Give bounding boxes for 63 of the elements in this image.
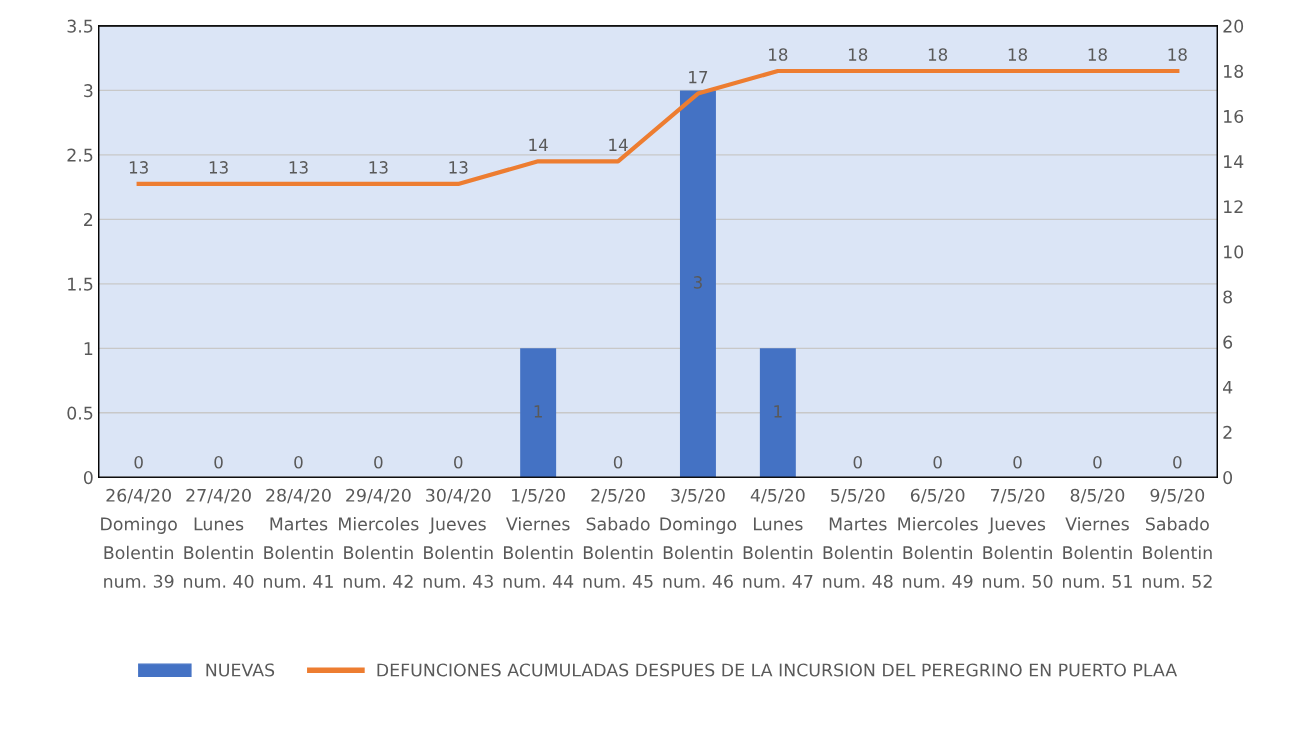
y-tick-label: 3 <box>84 84 93 98</box>
data-label: 18 <box>1008 48 1028 61</box>
y-tick-label: 1 <box>84 342 93 355</box>
legend-label: DEFUNCIONES ACUMULADAS DESPUES DE LA INCURSION DEL PEREGRINO EN PUERTO PLAA <box>377 663 1178 677</box>
y2-tick-label: 18 <box>1224 64 1244 78</box>
y2-tick-label: 12 <box>1224 200 1243 214</box>
data-label: 13 <box>449 161 468 174</box>
data-label: 1 <box>774 405 782 418</box>
y2-tick-label: 10 <box>1224 245 1244 259</box>
data-label: 13 <box>369 161 388 174</box>
y2-tick-label: 16 <box>1224 109 1244 124</box>
data-label: 13 <box>289 161 308 174</box>
data-label: 13 <box>129 161 148 174</box>
y-tick-label: 2.5 <box>67 148 93 162</box>
y-tick-label: 0 <box>83 471 93 485</box>
x-tick-label: 8/5/20 Viernes Bolentin num. 51 <box>1063 488 1132 588</box>
y-tick-label: 2 <box>84 213 93 226</box>
y2-tick-label: 2 <box>1223 425 1232 439</box>
data-label: 0 <box>454 455 463 469</box>
data-label: 0 <box>853 455 862 469</box>
y-tick-label: 1.5 <box>68 277 93 291</box>
data-label: 3 <box>693 276 702 289</box>
x-tick-label: 29/4/20 Miercoles Bolentin num. 42 <box>339 488 419 588</box>
data-label: 13 <box>209 161 228 174</box>
data-label: 14 <box>529 138 548 151</box>
y2-tick-label: 6 <box>1223 335 1233 349</box>
x-tick-label: 30/4/20 Jueves Bolentin num. 43 <box>423 488 493 588</box>
data-label: 0 <box>294 455 303 469</box>
y2-tick-label: 4 <box>1223 380 1233 394</box>
data-label: 0 <box>214 455 223 469</box>
y-tick-label: 0.5 <box>67 406 93 420</box>
x-tick-label: 3/5/20 Domingo Bolentin num. 46 <box>660 488 737 588</box>
data-label: 0 <box>1013 455 1022 469</box>
data-label: 18 <box>848 48 868 61</box>
data-label: 0 <box>134 455 143 469</box>
data-label: 1 <box>534 405 542 418</box>
x-tick-label: 1/5/20 Viernes Bolentin num. 44 <box>503 488 574 588</box>
y2-tick-label: 8 <box>1223 290 1233 304</box>
data-label: 14 <box>609 138 628 151</box>
x-tick-label: 6/5/20 Miercoles Bolentin num. 49 <box>898 488 978 588</box>
data-label: 18 <box>1088 48 1107 61</box>
x-tick-label: 2/5/20 Sabado Bolentin num. 45 <box>583 488 653 588</box>
data-label: 0 <box>933 455 942 469</box>
x-tick-label: 7/5/20 Jueves Bolentin num. 50 <box>983 488 1053 588</box>
x-tick-label: 5/5/20 Martes Bolentin num. 48 <box>823 488 893 588</box>
data-label: 17 <box>689 71 708 84</box>
legend-label: NUEVAS <box>206 663 275 677</box>
data-label: 18 <box>928 48 948 61</box>
data-label: 0 <box>1093 455 1102 469</box>
x-tick-label: 27/4/20 Lunes Bolentin num. 40 <box>184 488 254 588</box>
data-label: 0 <box>1173 455 1182 469</box>
x-tick-label: 4/5/20 Lunes Bolentin num. 47 <box>743 488 813 588</box>
y2-tick-label: 0 <box>1223 471 1233 485</box>
x-tick-label: 28/4/20 Martes Bolentin num. 41 <box>264 488 333 588</box>
x-tick-label: 9/5/20 Sabado Bolentin num. 52 <box>1142 488 1212 588</box>
data-label: 18 <box>769 48 788 61</box>
x-tick-label: 26/4/20 Domingo Bolentin num. 39 <box>101 488 177 588</box>
y2-tick-label: 20 <box>1223 19 1244 33</box>
data-label: 0 <box>374 455 383 469</box>
y-tick-label: 3.5 <box>67 19 93 33</box>
y2-tick-label: 14 <box>1224 155 1244 168</box>
data-label: 0 <box>613 455 623 469</box>
data-label: 18 <box>1168 48 1187 61</box>
